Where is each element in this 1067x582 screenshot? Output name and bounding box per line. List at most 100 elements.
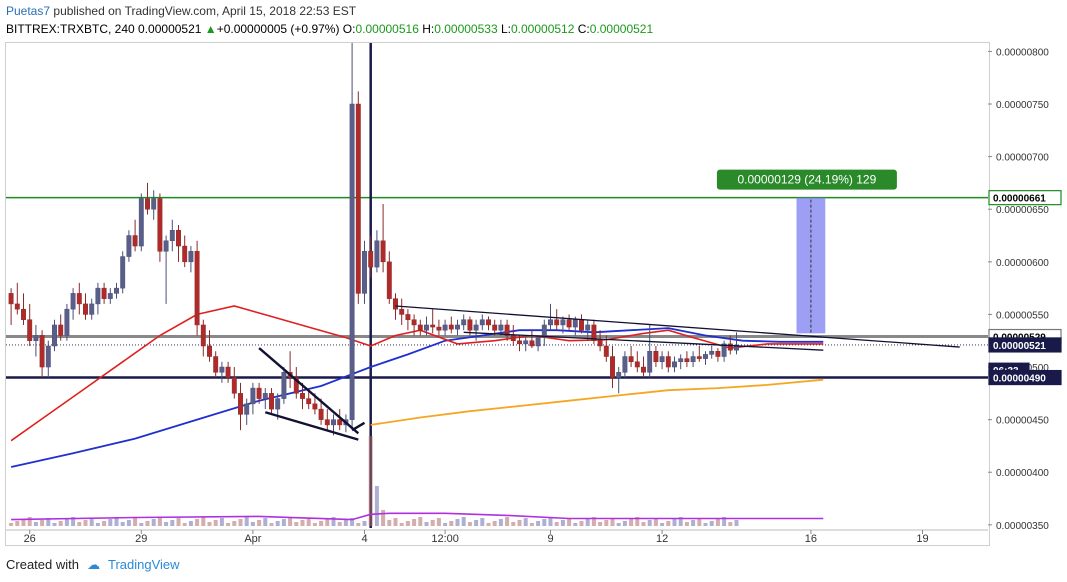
- price-tag-label: 0.00000521: [993, 341, 1046, 352]
- volume-bar: [337, 522, 342, 526]
- publish-info: Puetas7 published on TradingView.com, Ap…: [6, 4, 356, 18]
- symbol-label: BITTREX:TRXBTC, 240: [6, 22, 135, 36]
- volume-bar: [715, 519, 720, 526]
- candle-body: [647, 351, 653, 373]
- candle-body: [448, 324, 454, 330]
- published-text: published on TradingView.com, April 15, …: [53, 4, 357, 18]
- created-with-text: Created with: [6, 557, 79, 572]
- volume-bar: [89, 518, 94, 526]
- volume-bar: [9, 523, 14, 526]
- candle-body: [603, 345, 609, 357]
- volume-bar: [83, 520, 88, 526]
- price-tag-label: 0.00000490: [993, 374, 1046, 385]
- candle-body: [269, 393, 274, 410]
- volume-bar: [362, 521, 367, 526]
- volume-bar: [672, 519, 677, 526]
- volume-bar: [579, 521, 584, 526]
- volume-bar: [15, 521, 20, 526]
- candle-body: [21, 308, 26, 320]
- candle-body: [715, 351, 721, 357]
- candle-body: [89, 303, 95, 315]
- trendline-triangle-bottom: [463, 331, 824, 351]
- high-label: H:: [422, 22, 435, 36]
- candle-body: [529, 340, 535, 347]
- high-value: 0.00000533: [434, 22, 498, 36]
- volume-bar: [170, 520, 175, 526]
- candle-body: [250, 387, 256, 405]
- candle-body: [14, 303, 20, 310]
- x-axis-tick-label: 16: [805, 533, 817, 545]
- volume-bar: [610, 518, 615, 526]
- author-link[interactable]: Puetas7: [6, 4, 51, 18]
- candle-body: [39, 335, 45, 368]
- candle-body: [76, 293, 82, 305]
- candle-body: [355, 103, 361, 294]
- price-tag-label: 0.00000661: [993, 194, 1046, 205]
- candle-body: [207, 345, 212, 357]
- candle-body: [231, 377, 237, 394]
- volume-bar: [71, 517, 76, 526]
- candle-body: [672, 361, 677, 368]
- candle-body: [380, 240, 386, 263]
- volume-bar: [641, 522, 646, 526]
- candle-body: [312, 403, 318, 410]
- volume-bar: [319, 521, 324, 526]
- volume-bar: [498, 519, 503, 526]
- volume-bar: [697, 518, 702, 526]
- candle-body: [293, 377, 299, 394]
- ma-blue-line: [10, 327, 824, 468]
- candle-body: [591, 324, 597, 341]
- volume-bar: [567, 518, 572, 526]
- volume-bar: [250, 522, 255, 526]
- candle-body: [145, 198, 150, 210]
- y-axis-tick-label: 0.00000550: [996, 310, 1049, 321]
- volume-bar: [108, 519, 113, 526]
- candle-body: [120, 256, 126, 289]
- volume-bar: [511, 522, 516, 526]
- volume-bar: [387, 520, 392, 526]
- volume-bar: [629, 519, 634, 526]
- y-axis-tick-label: 0.00000800: [996, 47, 1049, 58]
- volume-bar: [381, 510, 386, 526]
- candle-body: [498, 324, 504, 331]
- volume-bar: [77, 522, 82, 526]
- x-axis-tick-label: 12: [656, 533, 668, 545]
- volume-bar: [523, 518, 528, 526]
- volume-bar: [232, 521, 237, 526]
- volume-bar: [591, 517, 596, 526]
- tradingview-link[interactable]: TradingView: [108, 557, 180, 572]
- price-tag-box: [988, 369, 1062, 386]
- candle-body: [597, 340, 603, 347]
- volume-bar: [145, 521, 150, 526]
- candle-body: [653, 351, 659, 363]
- candle-body: [548, 319, 553, 326]
- x-axis-tick-label: Apr: [244, 533, 261, 545]
- volume-bar: [269, 523, 274, 526]
- x-axis-tick-label: 26: [24, 533, 36, 545]
- y-axis-tick-label: 0.00000450: [996, 416, 1049, 427]
- price-change: +0.00000005 (+0.97%): [216, 22, 340, 36]
- x-axis-tick-label: 19: [916, 533, 928, 545]
- candle-body: [64, 308, 70, 336]
- candle-body: [541, 324, 547, 338]
- candle-body: [442, 324, 448, 331]
- candle-body: [734, 344, 739, 351]
- candle-body: [331, 419, 336, 426]
- volume-bar: [343, 520, 348, 526]
- candle-body: [405, 314, 411, 320]
- trendline-wedge-upper: [258, 347, 360, 435]
- close-label: C:: [577, 22, 590, 36]
- volume-bar: [368, 436, 373, 526]
- chart-frame: [5, 42, 990, 546]
- volume-bar: [604, 520, 609, 526]
- candle-body: [690, 356, 696, 363]
- candle-body: [225, 366, 231, 378]
- y-axis-tick-label: 0.00000400: [996, 468, 1049, 479]
- candle-body: [138, 198, 144, 247]
- candle-body: [318, 408, 324, 420]
- y-axis-tick-label: 0.00000600: [996, 258, 1049, 269]
- volume-bar: [356, 523, 361, 526]
- symbol-info: BITTREX:TRXBTC, 240 0.00000521 ▲+0.00000…: [6, 22, 653, 36]
- volume-bar: [300, 520, 305, 526]
